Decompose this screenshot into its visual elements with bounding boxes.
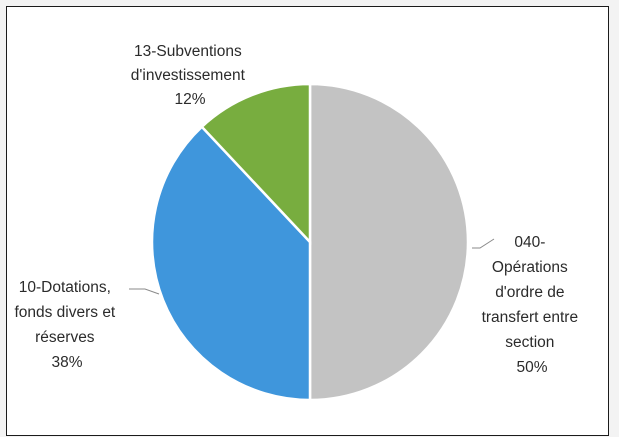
slice-label-040: 040- Opérations d'ordre de transfert ent… [482, 234, 583, 376]
pie-slice-10 [150, 125, 312, 402]
pie-slice-13 [200, 82, 312, 246]
slice-label-10: 10-Dotations, fonds divers et réserves 3… [14, 279, 119, 371]
pie-slice-040 [308, 82, 470, 402]
slice-label-13: 13-Subventions d'investissement 12% [131, 43, 249, 108]
chart-frame: 040- Opérations d'ordre de transfert ent… [6, 6, 609, 436]
leader-line-040 [472, 238, 495, 249]
leader-line-10 [129, 288, 160, 295]
pie-chart: 040- Opérations d'ordre de transfert ent… [14, 43, 583, 402]
